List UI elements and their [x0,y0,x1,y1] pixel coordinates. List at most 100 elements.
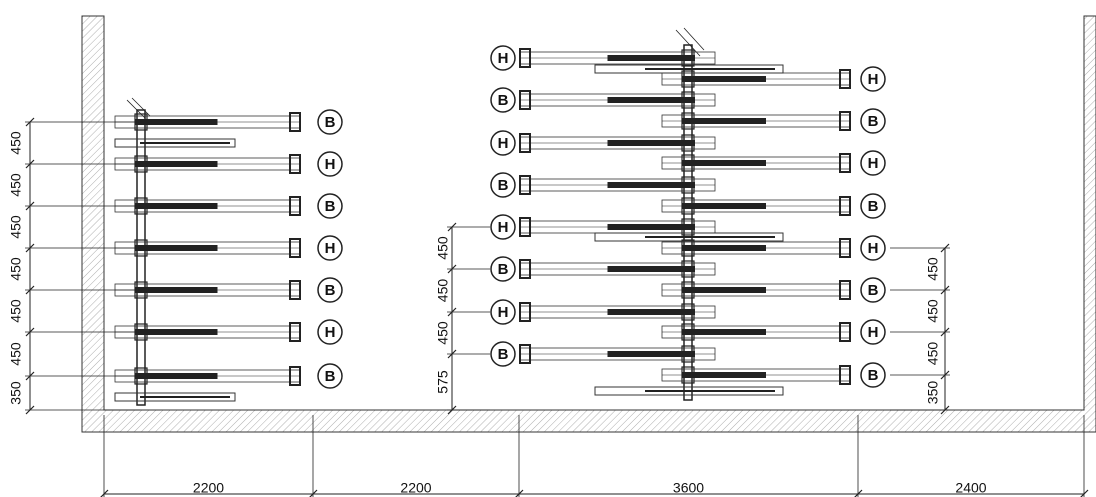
bracket [681,260,695,278]
line [447,405,457,415]
line [940,405,950,415]
bike-end [519,90,531,110]
small-bike [114,138,236,148]
dim-label: 450 [925,257,941,281]
badge [860,150,886,176]
bracket [681,134,695,152]
line [25,285,35,295]
badge-letter: H [868,155,879,172]
walls [81,15,1096,433]
bike-end [839,196,851,216]
line [25,327,35,337]
badge-letter: H [498,50,509,67]
line [940,243,950,253]
badge [490,341,516,367]
bike-end [839,153,851,173]
badge-letter: H [498,219,509,236]
bike-end [289,196,301,216]
badge [317,151,343,177]
bike-end [289,280,301,300]
bracket [681,239,695,257]
dim-label: 2400 [955,480,986,496]
badge-letter: H [498,304,509,321]
badge [317,235,343,261]
badge-letter: B [325,198,336,215]
bike-end [519,302,531,322]
bracket [681,303,695,321]
badge [490,256,516,282]
bracket [681,345,695,363]
badge-letter: B [868,367,879,384]
bike-end [839,238,851,258]
line [25,117,35,127]
badge-letter: H [868,324,879,341]
badge-letter: H [325,156,336,173]
badge [317,193,343,219]
bracket [681,218,695,236]
badge-letter: B [325,282,336,299]
bike-end [519,48,531,68]
badge [317,277,343,303]
bike-end [289,238,301,258]
line [447,307,457,317]
bracket [681,112,695,130]
line [25,405,35,415]
small-bike [114,392,236,402]
bracket [681,176,695,194]
line [25,201,35,211]
line [940,285,950,295]
bike-end [839,111,851,131]
badge-letter: B [325,114,336,131]
badge-letter: B [868,113,879,130]
badge [860,235,886,261]
line [940,327,950,337]
bracket [681,366,695,384]
bike-end [519,217,531,237]
bracket [681,91,695,109]
dim-label: 450 [435,321,451,345]
badge-letter: H [868,240,879,257]
badge [490,172,516,198]
dim-label: 450 [8,342,24,366]
dim-label: 450 [925,299,941,323]
line [25,159,35,169]
bike-end [289,322,301,342]
line [25,371,35,381]
badge [860,319,886,345]
badge [860,108,886,134]
bike-end [519,344,531,364]
line [25,243,35,253]
badge [317,319,343,345]
badge-letter: H [868,71,879,88]
badge-letter: H [325,324,336,341]
line [131,97,151,117]
badge [490,87,516,113]
post [136,109,146,406]
badge-letter: B [325,368,336,385]
badge [860,277,886,303]
dim-label: 450 [925,342,941,366]
line [126,99,146,119]
badge-letter: H [325,240,336,257]
badge [490,45,516,71]
small-bike [594,386,784,396]
dim-label: 450 [435,279,451,303]
dim-label: 450 [435,236,451,260]
dim-label: 350 [925,381,941,405]
dim-label: 3600 [673,480,704,496]
dim-label: 2200 [193,480,224,496]
bike-end [839,280,851,300]
bracket [681,197,695,215]
badge [317,363,343,389]
badge [490,299,516,325]
post [683,44,693,401]
dim-label: 450 [8,173,24,197]
bike-end [519,133,531,153]
bike-end [289,366,301,386]
bracket [681,323,695,341]
small-bike [594,64,784,74]
bracket [681,70,695,88]
bracket [681,154,695,172]
bike-end [839,69,851,89]
